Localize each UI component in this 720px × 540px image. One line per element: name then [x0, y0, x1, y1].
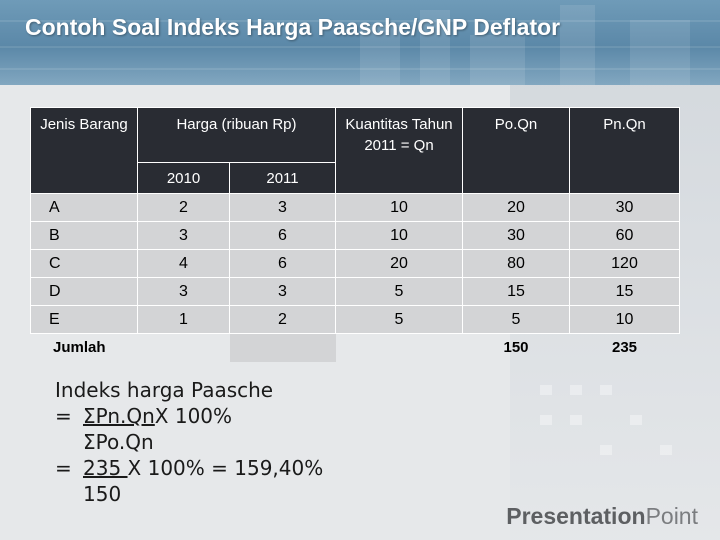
formula-numerator: ΣPn.Qn [83, 404, 155, 428]
header-year-2011: 2011 [229, 162, 336, 194]
cell-kuantitas: 5 [335, 277, 463, 306]
cell-harga-2011: 6 [229, 221, 336, 250]
total-pn-qn: 235 [611, 339, 638, 356]
cell-pn-qn: 15 [569, 277, 680, 306]
calc-rest: X 100% = 159,40% [127, 456, 324, 480]
cell-barang: D [30, 277, 138, 306]
cell-pn-qn: 10 [569, 305, 680, 334]
formula-heading: Indeks harga Paasche [55, 378, 274, 402]
header-banner: Contoh Soal Indeks Harga Paasche/GNP Def… [0, 0, 720, 85]
table-row: C 4 6 20 80 120 [30, 249, 680, 278]
cell-harga-2010: 2 [137, 193, 230, 222]
cell-pn-qn: 60 [569, 221, 680, 250]
cell-barang: A [30, 193, 138, 222]
header-harga: Harga (ribuan Rp) [137, 107, 336, 163]
total-row: Jumlah 150 235 [31, 333, 680, 362]
cell-harga-2011: 2 [229, 305, 336, 334]
header-pn-qn: Pn.Qn [569, 107, 680, 194]
header-year-2010: 2010 [137, 162, 230, 194]
cell-harga-2011: 3 [229, 277, 336, 306]
total-kuantitas-empty [336, 334, 463, 362]
table-row: A 2 3 10 20 30 [30, 193, 680, 222]
cell-pn-qn: 30 [569, 193, 680, 222]
cell-pn-qn: 120 [569, 249, 680, 278]
header-kuantitas: Kuantitas Tahun 2011 = Qn [335, 107, 463, 194]
total-label: Jumlah [53, 339, 106, 356]
calc-denominator: 150 [83, 482, 122, 506]
equals-sign: = [55, 404, 72, 428]
cell-barang: B [30, 221, 138, 250]
cell-po-qn: 20 [462, 193, 570, 222]
cell-po-qn: 30 [462, 221, 570, 250]
formula-line-2: = 235 X 100% = 159,40% [55, 455, 323, 481]
cell-harga-2011: 3 [229, 193, 336, 222]
logo-part-2: Point [645, 503, 698, 529]
paasche-formula: Indeks harga Paasche = ΣPn.QnX 100% ΣPo.Q… [55, 377, 323, 507]
cell-barang: E [30, 305, 138, 334]
cell-harga-2010: 4 [137, 249, 230, 278]
header-jenis-barang: Jenis Barang [30, 107, 138, 194]
cell-po-qn: 80 [462, 249, 570, 278]
equals-sign: = [55, 456, 72, 480]
slide-title: Contoh Soal Indeks Harga Paasche/GNP Def… [25, 14, 561, 40]
formula-times-100: X 100% [154, 404, 233, 428]
logo-part-1: Presentation [506, 503, 646, 529]
cell-kuantitas: 20 [335, 249, 463, 278]
total-po-qn: 150 [503, 339, 529, 356]
cell-harga-2011: 6 [229, 249, 336, 278]
header-po-qn: Po.Qn [462, 107, 570, 194]
table-row: B 3 6 10 30 60 [30, 221, 680, 250]
formula-line-1: = ΣPn.QnX 100% [55, 403, 323, 429]
cell-po-qn: 15 [462, 277, 570, 306]
cell-barang: C [30, 249, 138, 278]
cell-harga-2010: 1 [137, 305, 230, 334]
cell-kuantitas: 5 [335, 305, 463, 334]
cell-kuantitas: 10 [335, 221, 463, 250]
cell-harga-2010: 3 [137, 221, 230, 250]
formula-denominator: ΣPo.Qn [83, 430, 154, 454]
calc-numerator: 235 [83, 456, 128, 480]
table-row: E 1 2 5 5 10 [30, 305, 680, 334]
price-table: Jenis Barang Harga (ribuan Rp) Kuantitas… [30, 107, 680, 362]
cell-harga-2010: 3 [137, 277, 230, 306]
cell-po-qn: 5 [462, 305, 570, 334]
cell-kuantitas: 10 [335, 193, 463, 222]
total-blank-cell [229, 333, 336, 362]
presentationpoint-logo: PresentationPoint [506, 503, 698, 530]
table-row: D 3 3 5 15 15 [30, 277, 680, 306]
